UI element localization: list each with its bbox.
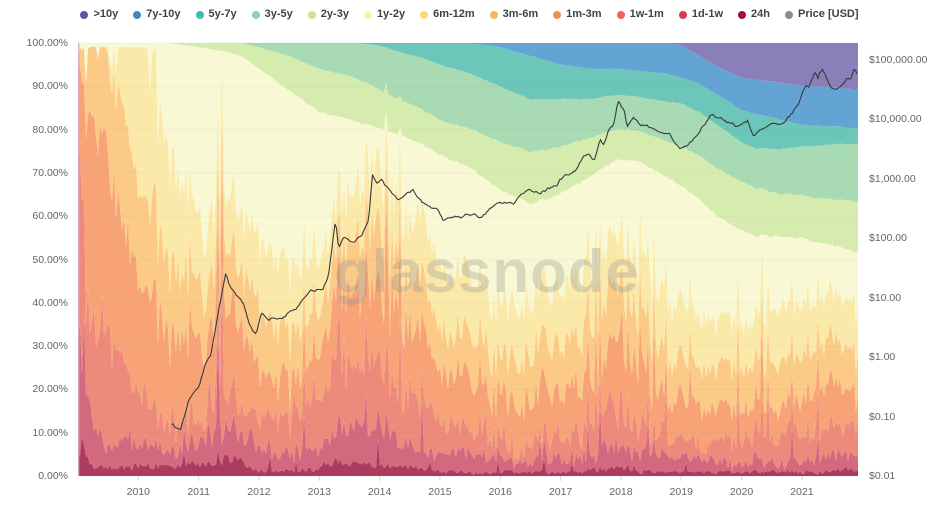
legend-item-3y5y[interactable]: 3y-5y (251, 8, 293, 20)
x-axis-tick: 2018 (609, 486, 633, 498)
legend-label: 7y-10y (146, 8, 181, 20)
legend-dot-icon (420, 10, 429, 19)
legend-item-5y7y[interactable]: 5y-7y (195, 8, 237, 20)
y-axis-right-tick: $100,000.00 (869, 53, 928, 66)
legend-dot-icon (133, 10, 142, 19)
x-axis-tick: 2011 (187, 486, 210, 498)
x-axis-tick: 2015 (428, 486, 452, 498)
x-axis-tick: 2010 (126, 486, 150, 498)
y-axis-right-tick: $1.00 (869, 351, 896, 364)
legend-label: Price [USD] (798, 8, 859, 20)
y-axis-left-tick: 10.00% (32, 426, 68, 439)
legend-item-1y2y[interactable]: 1y-2y (363, 8, 406, 20)
legend-label: 3y-5y (264, 8, 293, 20)
y-axis-right-tick: $100.00 (869, 232, 907, 245)
legend-item-7y10y[interactable]: 7y-10y (133, 8, 181, 20)
band-5y7y (78, 43, 858, 150)
legend-label: 3m-6m (502, 8, 539, 20)
x-axis-tick: 2012 (247, 486, 271, 498)
legend-label: 1y-2y (376, 8, 406, 20)
band-6m12m (78, 46, 858, 382)
x-axis-tick: 2014 (367, 486, 392, 498)
y-axis-left-tick: 60.00% (32, 210, 68, 223)
legend-item-1m3m[interactable]: 1m-3m (553, 8, 602, 20)
legend-item-10y[interactable]: >10y (80, 9, 118, 20)
legend-item-1w1m[interactable]: 1w-1m (616, 8, 664, 20)
x-axis-tick: 2020 (729, 486, 754, 498)
x-axis-tick: 2016 (488, 486, 512, 498)
y-axis-left-tick: 0.00% (38, 470, 68, 482)
band-10y (78, 43, 858, 90)
y-axis-right-tick: $10,000.00 (869, 113, 922, 126)
legend-dot-icon (80, 10, 89, 19)
y-axis-left-tick: 40.00% (32, 296, 68, 309)
legend-label: 5y-7y (208, 8, 237, 20)
y-axis-left-tick: 100.00% (26, 37, 68, 49)
legend-dot-icon (553, 10, 562, 19)
legend-label: 1m-3m (566, 8, 602, 20)
band-1w1m (78, 125, 858, 471)
legend-dot-icon (738, 10, 747, 19)
y-axis-right-tick: $0.01 (869, 470, 896, 482)
legend-label: 24h (751, 8, 770, 20)
y-axis-left-tick: 70.00% (32, 166, 68, 179)
legend-item-2y3y[interactable]: 2y-3y (307, 8, 349, 20)
y-axis-left-tick: 20.00% (32, 383, 68, 396)
x-axis-tick: 2017 (548, 486, 573, 498)
legend-label: 1d-1w (691, 8, 724, 20)
y-axis-right-tick: $1,000.00 (869, 172, 916, 185)
band-3m6m (78, 46, 858, 422)
legend-dot-icon (785, 10, 793, 19)
legend-label: 6m-12m (433, 8, 475, 20)
y-axis-left-tick: 80.00% (32, 123, 68, 136)
legend-label: 2y-3y (320, 8, 349, 20)
band-1m3m (78, 65, 858, 461)
legend-dot-icon (195, 10, 204, 19)
legend-item-price-usd[interactable]: Price [USD] (785, 9, 859, 20)
legend-dot-icon (307, 10, 316, 19)
y-axis-left-tick: 90.00% (32, 80, 68, 93)
y-axis-left-tick: 30.00% (32, 340, 68, 353)
y-axis-right-tick: $0.10 (869, 410, 896, 423)
legend-dot-icon (363, 10, 372, 19)
band-3y5y (78, 43, 858, 202)
legend-item-3m6m[interactable]: 3m-6m (489, 8, 539, 20)
band-1y2y (78, 43, 858, 336)
band-2y3y (78, 43, 858, 253)
x-axis-tick: 2021 (790, 486, 814, 498)
band-24h (78, 436, 858, 476)
legend-dot-icon (489, 10, 498, 19)
x-axis-tick: 2013 (307, 486, 331, 498)
price-line (171, 68, 858, 431)
legend-dot-icon (678, 10, 687, 19)
legend-label: >10y (93, 8, 119, 20)
legend-label: 1w-1m (629, 8, 664, 20)
band-1d1w (78, 313, 858, 475)
x-axis-tick: 2019 (669, 486, 693, 498)
legend-item-1d1w[interactable]: 1d-1w (678, 8, 724, 20)
legend-dot-icon (251, 10, 260, 19)
legend-item-6m12m[interactable]: 6m-12m (420, 9, 475, 20)
legend-dot-icon (616, 10, 625, 19)
y-axis-left-tick: 50.00% (32, 253, 68, 266)
band-7y10y (78, 43, 858, 129)
legend-item-24h[interactable]: 24h (738, 9, 770, 20)
legend: >10y 7y-10y 5y-7y 3y-5y 2y-3y 1y-2y 6m-12m 3m-6… (0, 9, 939, 20)
y-axis-right-tick: $10.00 (869, 291, 902, 304)
